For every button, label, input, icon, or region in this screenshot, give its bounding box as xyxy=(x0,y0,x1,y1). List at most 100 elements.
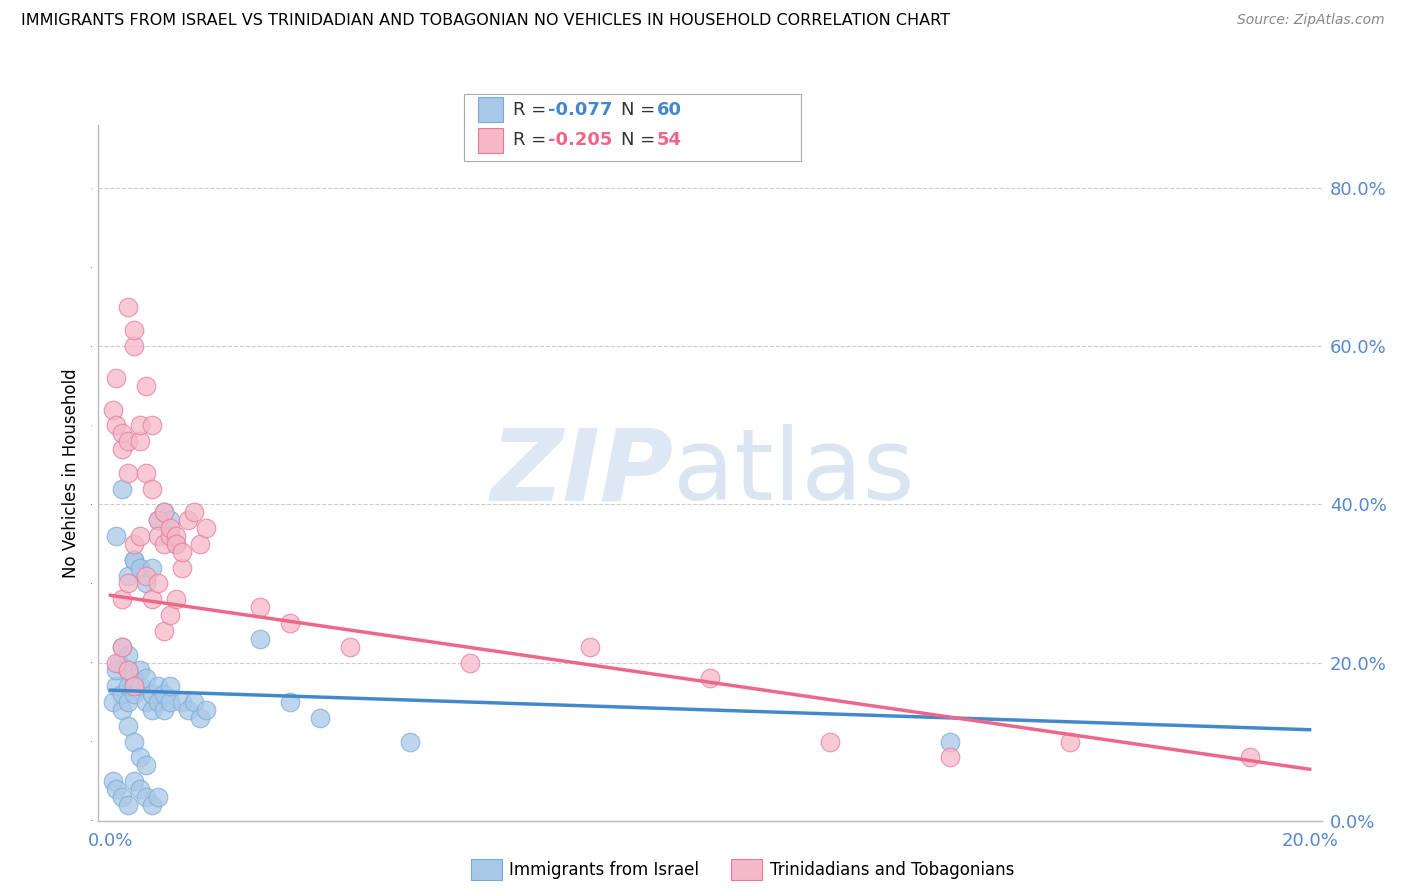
Point xyxy=(165,529,187,543)
Point xyxy=(188,537,211,551)
Point xyxy=(124,552,146,567)
Point xyxy=(141,482,163,496)
Point xyxy=(159,529,181,543)
Point xyxy=(117,648,139,662)
Point xyxy=(111,592,134,607)
Point xyxy=(117,664,139,678)
Point xyxy=(135,671,157,685)
Point xyxy=(183,695,205,709)
Point xyxy=(399,734,422,748)
Point xyxy=(183,505,205,519)
Point xyxy=(148,789,170,804)
Point xyxy=(159,695,181,709)
Point xyxy=(172,695,194,709)
Point xyxy=(141,687,163,701)
Point xyxy=(105,371,128,385)
Text: 60: 60 xyxy=(657,101,682,119)
Point xyxy=(111,482,134,496)
Text: R =: R = xyxy=(513,101,553,119)
Point xyxy=(103,695,125,709)
Point xyxy=(195,521,218,535)
Point xyxy=(458,656,481,670)
Point xyxy=(117,679,139,693)
Point xyxy=(135,695,157,709)
Text: N =: N = xyxy=(621,101,661,119)
Point xyxy=(141,560,163,574)
Point xyxy=(159,679,181,693)
Point xyxy=(124,323,146,337)
Point xyxy=(165,537,187,551)
Point xyxy=(278,615,301,630)
Point xyxy=(141,418,163,433)
Point xyxy=(135,758,157,772)
Point xyxy=(117,664,139,678)
Point xyxy=(177,513,200,527)
Point xyxy=(111,442,134,456)
Point xyxy=(249,632,271,646)
Point xyxy=(124,687,146,701)
Y-axis label: No Vehicles in Household: No Vehicles in Household xyxy=(62,368,80,578)
Point xyxy=(165,537,187,551)
Point xyxy=(129,782,152,797)
Point xyxy=(141,703,163,717)
Text: 54: 54 xyxy=(657,131,682,149)
Point xyxy=(105,664,128,678)
Point xyxy=(105,418,128,433)
Point xyxy=(117,797,139,812)
Point xyxy=(172,560,194,574)
Point xyxy=(117,695,139,709)
Point xyxy=(148,679,170,693)
Point xyxy=(129,750,152,764)
Point xyxy=(135,378,157,392)
Point xyxy=(339,640,361,654)
Point xyxy=(159,521,181,535)
Point xyxy=(1239,750,1261,764)
Text: -0.077: -0.077 xyxy=(548,101,613,119)
Point xyxy=(124,671,146,685)
Point xyxy=(188,711,211,725)
Text: Trinidadians and Tobagonians: Trinidadians and Tobagonians xyxy=(770,861,1015,879)
Point xyxy=(111,640,134,654)
Point xyxy=(124,339,146,353)
Point xyxy=(129,434,152,449)
Point xyxy=(117,719,139,733)
Point xyxy=(124,552,146,567)
Point xyxy=(108,656,131,670)
Point xyxy=(153,537,176,551)
Point xyxy=(111,789,134,804)
Point xyxy=(699,671,721,685)
Point xyxy=(129,418,152,433)
Point xyxy=(177,703,200,717)
Point xyxy=(103,774,125,789)
Text: IMMIGRANTS FROM ISRAEL VS TRINIDADIAN AND TOBAGONIAN NO VEHICLES IN HOUSEHOLD CO: IMMIGRANTS FROM ISRAEL VS TRINIDADIAN AN… xyxy=(21,13,950,29)
Point xyxy=(105,529,128,543)
Point xyxy=(129,529,152,543)
Point xyxy=(117,300,139,314)
Point xyxy=(111,687,134,701)
Point xyxy=(278,695,301,709)
Point xyxy=(153,505,176,519)
Point xyxy=(165,592,187,607)
Point xyxy=(117,466,139,480)
Text: atlas: atlas xyxy=(673,425,915,521)
Point xyxy=(135,568,157,582)
Point xyxy=(105,656,128,670)
Point xyxy=(148,529,170,543)
Point xyxy=(129,664,152,678)
Point xyxy=(105,782,128,797)
Point xyxy=(111,426,134,441)
Point xyxy=(141,592,163,607)
Point xyxy=(939,734,962,748)
Point xyxy=(939,750,962,764)
Point xyxy=(103,402,125,417)
Point xyxy=(818,734,841,748)
Text: N =: N = xyxy=(621,131,661,149)
Point xyxy=(153,703,176,717)
Point xyxy=(579,640,602,654)
Point xyxy=(135,466,157,480)
Text: ZIP: ZIP xyxy=(491,425,673,521)
Point xyxy=(153,687,176,701)
Point xyxy=(124,774,146,789)
Point xyxy=(141,797,163,812)
Point xyxy=(159,608,181,623)
